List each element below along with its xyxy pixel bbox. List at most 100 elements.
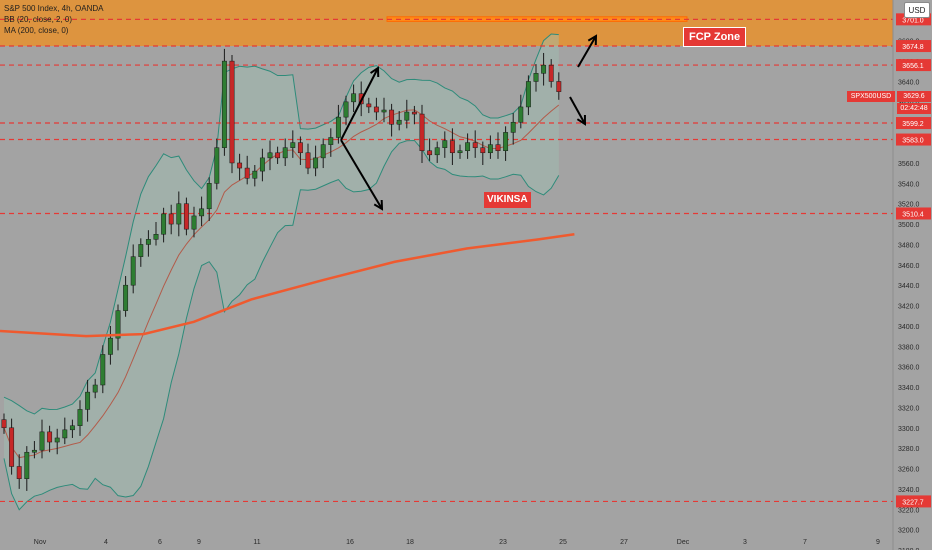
price-badge (896, 207, 931, 220)
candle-body (442, 140, 448, 148)
candle-body (77, 409, 83, 426)
indicator-legend: S&P 500 Index, 4h, OANDA BB (20, close, … (4, 3, 103, 36)
price-badge-label: 3656.1 (902, 63, 924, 70)
ma-legend[interactable]: MA (200, close, 0) (4, 26, 69, 35)
candle-body (427, 150, 433, 156)
candle-body (138, 244, 144, 257)
candle-body (541, 64, 547, 74)
last-price-badge: 3629.6 (897, 91, 931, 102)
arrow-line (340, 67, 379, 141)
candle-body (244, 167, 250, 179)
currency-button[interactable]: USD (904, 2, 930, 18)
candle-body (472, 142, 478, 148)
candle-body (214, 147, 220, 184)
price-badge-label: 3599.2 (902, 121, 924, 128)
candle-body (267, 152, 273, 159)
x-tick-label: 3 (743, 539, 747, 546)
candle-body (533, 73, 539, 82)
price-badge (896, 495, 931, 508)
candle-body (480, 147, 486, 154)
candle-body (297, 142, 303, 154)
y-tick-label: 3640.0 (898, 79, 920, 86)
candle-body (449, 140, 455, 154)
y-tick-label: 3260.0 (898, 467, 920, 474)
candle-body (411, 111, 417, 115)
candle-body (92, 384, 98, 393)
candle-body (404, 111, 410, 121)
bollinger-fill (4, 34, 559, 510)
y-tick-label: 3220.0 (898, 507, 920, 514)
y-tick-label: 3480.0 (898, 242, 920, 249)
candle-body (556, 81, 562, 92)
candle-body (351, 93, 357, 103)
candle-body (518, 106, 524, 123)
candle-body (457, 150, 463, 154)
candle-body (24, 451, 30, 479)
candle-body (525, 81, 531, 108)
candle-body (503, 132, 509, 151)
x-tick-label: 23 (499, 539, 507, 546)
candle-body (290, 142, 296, 148)
bb-legend[interactable]: BB (20, close, 2, 0) (4, 15, 73, 24)
candle-body (495, 144, 501, 151)
candle-body (191, 215, 197, 230)
candle-body (434, 147, 440, 156)
candle-body (54, 437, 60, 443)
candle-body (282, 147, 288, 159)
x-tick-label: 11 (253, 539, 260, 546)
candle-body (510, 121, 516, 133)
vikinsa-label: VIKINSA (484, 192, 531, 208)
bollinger-basis (3, 104, 560, 459)
y-tick-label: 3500.0 (898, 222, 920, 229)
x-tick-label: 4 (104, 539, 108, 546)
y-tick-label: 3340.0 (898, 385, 920, 392)
candle-body (62, 429, 68, 439)
y-tick-label: 3240.0 (898, 487, 920, 494)
fcp-zone-band (0, 0, 893, 47)
y-tick-label: 3380.0 (898, 344, 920, 351)
price-badge (896, 133, 931, 146)
y-tick-label: 3440.0 (898, 283, 920, 290)
ma-200-line (0, 233, 575, 338)
candle-body (100, 354, 106, 386)
candle-body (252, 170, 258, 179)
y-tick-label: 3280.0 (898, 446, 920, 453)
candle-body (39, 431, 45, 451)
price-badge-label: 3674.8 (902, 44, 924, 51)
candle-body (229, 60, 235, 164)
candle-body (328, 137, 334, 145)
candle-body (153, 234, 159, 240)
y-tick-label: 3300.0 (898, 426, 920, 433)
candle-body (168, 213, 174, 225)
candle-body (221, 60, 227, 148)
candle-body (373, 106, 379, 113)
candle-body (16, 466, 22, 479)
candle-body (123, 284, 129, 311)
y-tick-label: 3200.0 (898, 528, 920, 535)
candle-body (320, 144, 326, 159)
x-tick-label: 6 (158, 539, 162, 546)
arrow-line (569, 96, 586, 125)
candle-body (396, 119, 402, 125)
y-tick-label: 3420.0 (898, 304, 920, 311)
candle-body (389, 109, 395, 125)
price-badge (896, 40, 931, 53)
candle-body (69, 425, 75, 431)
y-tick-label: 3560.0 (898, 161, 920, 168)
y-tick-label: 3360.0 (898, 365, 920, 372)
symbol-legend[interactable]: S&P 500 Index, 4h, OANDA (4, 4, 104, 13)
bollinger-upper (3, 33, 559, 415)
arrow-head (373, 199, 384, 211)
candle-body (85, 391, 91, 410)
arrow-line (340, 139, 383, 210)
candle-body (161, 213, 167, 235)
candle-body (548, 64, 554, 82)
candle-body (465, 142, 471, 151)
candle-body (305, 152, 311, 169)
candle-body (335, 116, 341, 138)
y-tick-label: 3180.0 (898, 548, 920, 550)
candle-body (145, 239, 151, 245)
candle-body (107, 337, 113, 355)
